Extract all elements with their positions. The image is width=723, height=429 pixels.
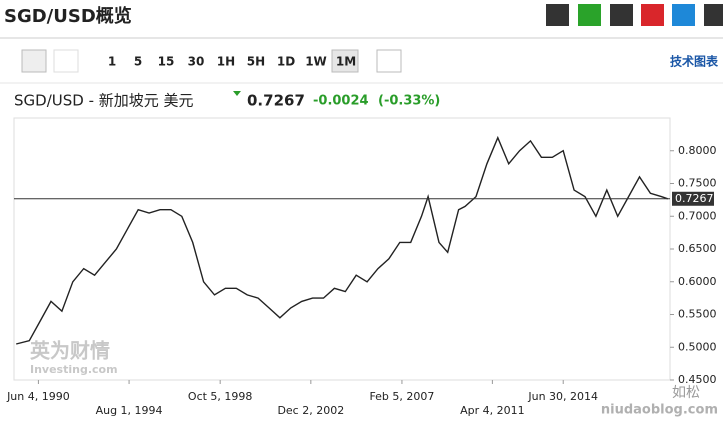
more-icon[interactable]	[704, 4, 723, 26]
current-price-label: 0.7267	[675, 192, 714, 205]
quote-price: 0.7267	[247, 92, 305, 110]
wechat-icon[interactable]	[578, 4, 601, 26]
tech-chart-link[interactable]: 技术图表	[670, 54, 719, 69]
interval-button[interactable]: 5	[134, 55, 142, 69]
watermark: Investing.com	[30, 363, 118, 376]
y-tick-label: 0.5000	[678, 340, 717, 353]
interval-button[interactable]: 30	[188, 55, 205, 69]
interval-button[interactable]: 5H	[247, 55, 265, 69]
y-tick-label: 0.5500	[678, 308, 717, 321]
down-arrow	[233, 91, 241, 96]
quote-change-pct: (-0.33%)	[378, 94, 440, 109]
quote-change: -0.0024	[313, 94, 369, 109]
y-tick-label: 0.4500	[678, 373, 717, 386]
y-tick-label: 0.6500	[678, 242, 717, 255]
line-button[interactable]	[53, 49, 79, 73]
y-tick-label: 0.6000	[678, 275, 717, 288]
mail-icon[interactable]	[546, 4, 569, 26]
candle-button[interactable]	[21, 49, 47, 73]
interval-button[interactable]: 1	[108, 55, 116, 69]
active-interval	[331, 49, 359, 73]
weibo-icon[interactable]	[641, 4, 664, 26]
y-tick-label: 0.8000	[678, 144, 717, 157]
share-icons	[546, 4, 723, 26]
quote-name: SGD/USD - 新加坡元 美元	[14, 92, 194, 110]
watermark: 如松	[672, 385, 700, 401]
x-tick-label: Feb 5, 2007	[369, 390, 434, 403]
x-tick-label: Dec 2, 2002	[277, 404, 344, 417]
x-tick-label: Jun 4, 1990	[6, 390, 70, 403]
interval-button[interactable]: 15	[158, 55, 175, 69]
interval-button[interactable]: 1H	[217, 55, 235, 69]
x-tick-label: Oct 5, 1998	[188, 390, 253, 403]
page-title: SGD/USD概览	[4, 5, 132, 27]
current-price-box	[672, 191, 714, 206]
plot-frame	[13, 117, 671, 381]
x-tick-label: Aug 1, 1994	[96, 404, 163, 417]
interval-button[interactable]: 1M	[336, 55, 356, 69]
settings-button[interactable]	[376, 49, 402, 73]
interval-button[interactable]: 1D	[277, 55, 295, 69]
watermark: niudaoblog.com	[601, 403, 718, 418]
x-tick-label: Apr 4, 2011	[460, 404, 525, 417]
price-line	[16, 135, 669, 345]
qzone-icon[interactable]	[672, 4, 695, 26]
y-tick-label: 0.7000	[678, 209, 717, 222]
interval-button[interactable]: 1W	[305, 55, 327, 69]
y-tick-label: 0.7500	[678, 177, 717, 190]
x-tick-label: Jun 30, 2014	[527, 390, 598, 403]
watermark: 英为财情	[30, 339, 110, 363]
qq-icon[interactable]	[610, 4, 633, 26]
